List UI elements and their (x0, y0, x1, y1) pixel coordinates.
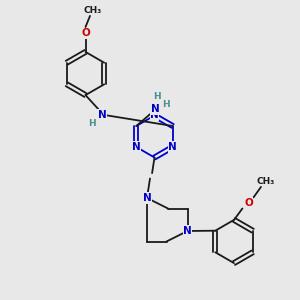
Text: H: H (163, 100, 170, 109)
Text: CH₃: CH₃ (256, 177, 274, 186)
Text: O: O (244, 197, 253, 208)
Text: N: N (168, 142, 177, 152)
Text: N: N (183, 226, 192, 236)
Text: H: H (154, 92, 161, 101)
Text: N: N (132, 142, 141, 152)
Text: O: O (81, 28, 90, 38)
Text: N: N (151, 104, 159, 115)
Text: N: N (142, 193, 152, 203)
Text: N: N (98, 110, 106, 120)
Text: N: N (150, 110, 159, 121)
Text: CH₃: CH₃ (84, 6, 102, 15)
Text: H: H (88, 118, 96, 127)
